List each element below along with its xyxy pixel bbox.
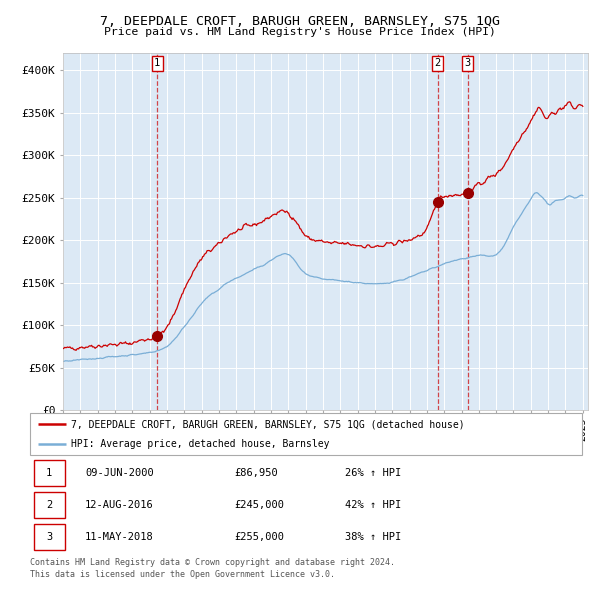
- Text: £245,000: £245,000: [234, 500, 284, 510]
- Text: 38% ↑ HPI: 38% ↑ HPI: [344, 532, 401, 542]
- Text: HPI: Average price, detached house, Barnsley: HPI: Average price, detached house, Barn…: [71, 439, 330, 449]
- Bar: [34, 460, 65, 486]
- Text: Price paid vs. HM Land Registry's House Price Index (HPI): Price paid vs. HM Land Registry's House …: [104, 27, 496, 37]
- Text: 7, DEEPDALE CROFT, BARUGH GREEN, BARNSLEY, S75 1QG: 7, DEEPDALE CROFT, BARUGH GREEN, BARNSLE…: [100, 15, 500, 28]
- Text: 09-JUN-2000: 09-JUN-2000: [85, 468, 154, 478]
- Text: 3: 3: [464, 58, 471, 68]
- Text: £255,000: £255,000: [234, 532, 284, 542]
- Text: 2: 2: [434, 58, 441, 68]
- Text: 3: 3: [46, 532, 52, 542]
- Text: 42% ↑ HPI: 42% ↑ HPI: [344, 500, 401, 510]
- Text: 12-AUG-2016: 12-AUG-2016: [85, 500, 154, 510]
- Text: This data is licensed under the Open Government Licence v3.0.: This data is licensed under the Open Gov…: [30, 570, 335, 579]
- Bar: [34, 524, 65, 550]
- Text: 2: 2: [46, 500, 52, 510]
- Text: 7, DEEPDALE CROFT, BARUGH GREEN, BARNSLEY, S75 1QG (detached house): 7, DEEPDALE CROFT, BARUGH GREEN, BARNSLE…: [71, 419, 465, 430]
- Text: 26% ↑ HPI: 26% ↑ HPI: [344, 468, 401, 478]
- Text: 1: 1: [46, 468, 52, 478]
- Text: Contains HM Land Registry data © Crown copyright and database right 2024.: Contains HM Land Registry data © Crown c…: [30, 558, 395, 567]
- Text: 11-MAY-2018: 11-MAY-2018: [85, 532, 154, 542]
- Text: 1: 1: [154, 58, 160, 68]
- Bar: [34, 492, 65, 518]
- Text: £86,950: £86,950: [234, 468, 278, 478]
